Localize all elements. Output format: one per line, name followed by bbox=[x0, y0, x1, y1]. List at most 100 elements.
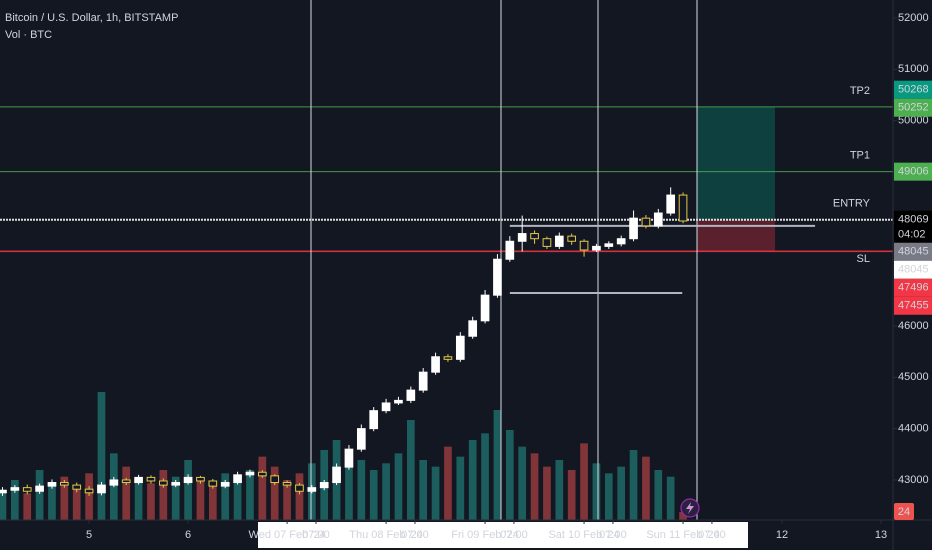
chart-subtitle: Vol · BTC bbox=[5, 29, 52, 41]
volume-bar bbox=[431, 466, 440, 520]
price-tag-label: 50252 bbox=[898, 102, 929, 114]
candle-body bbox=[0, 489, 7, 494]
volume-bar bbox=[184, 460, 192, 520]
volume-bar bbox=[419, 460, 428, 520]
take-profit-zone bbox=[697, 106, 776, 220]
volume-bar bbox=[456, 456, 465, 520]
volume-bar bbox=[666, 476, 675, 520]
candle-body bbox=[542, 238, 552, 247]
candle-body bbox=[47, 482, 57, 487]
volume-bar bbox=[345, 453, 353, 520]
x-tick-label: 12 bbox=[776, 529, 788, 541]
candle-body bbox=[270, 475, 280, 484]
volume-bar bbox=[35, 470, 44, 520]
candle-body bbox=[604, 243, 614, 247]
candle-body bbox=[344, 448, 354, 468]
candle-body bbox=[319, 482, 329, 489]
volume-bar bbox=[543, 466, 551, 520]
volume-bar bbox=[642, 456, 650, 520]
candle-body bbox=[72, 484, 82, 490]
x-tick-label: 13 bbox=[875, 529, 887, 541]
candle-body bbox=[332, 466, 341, 484]
volume-bar bbox=[134, 480, 143, 520]
y-tick-label: 43000 bbox=[898, 474, 929, 486]
volume-bar bbox=[468, 440, 477, 520]
volume-bar bbox=[85, 473, 93, 520]
volume-bar bbox=[530, 453, 539, 520]
volume-bar bbox=[481, 433, 489, 520]
candle-body bbox=[641, 217, 651, 227]
candle-body bbox=[245, 471, 255, 476]
y-tick-label: 46000 bbox=[898, 320, 929, 332]
volume-bar bbox=[394, 453, 403, 520]
volume-bar bbox=[654, 470, 663, 520]
candle-body bbox=[653, 212, 663, 227]
volume-bar bbox=[567, 470, 576, 520]
candle-body bbox=[468, 320, 478, 337]
y-tick-label: 52000 bbox=[898, 12, 929, 24]
candle-body bbox=[629, 217, 638, 240]
volume-tag-label: 24 bbox=[898, 506, 910, 518]
candle-body bbox=[183, 476, 193, 484]
volume-bar bbox=[60, 476, 69, 520]
volume-bar bbox=[555, 460, 564, 520]
y-tick-label: 45000 bbox=[898, 371, 929, 383]
candle-body bbox=[10, 487, 20, 491]
y-tick-label: 51000 bbox=[898, 63, 929, 75]
price-tag-label: 48045 bbox=[898, 246, 929, 258]
candle-body bbox=[530, 233, 539, 240]
x-tick-label: 6 bbox=[185, 529, 191, 541]
volume-bar bbox=[629, 450, 638, 520]
x-tick-label: Wed 07 Feb '24 bbox=[249, 529, 326, 541]
x-tick-label: 07:00 bbox=[500, 529, 528, 541]
tp1-label: TP1 bbox=[850, 150, 870, 162]
price-tag bbox=[894, 278, 932, 297]
entry-label: ENTRY bbox=[833, 198, 871, 210]
candle-body bbox=[356, 428, 366, 450]
candle-body bbox=[418, 371, 428, 391]
volume-bar bbox=[171, 476, 180, 520]
candle-body bbox=[678, 194, 688, 222]
volume-bar bbox=[493, 410, 502, 520]
stop-loss-zone bbox=[697, 219, 776, 252]
price-tag bbox=[894, 98, 932, 117]
volume-bar bbox=[97, 392, 106, 520]
x-tick-label: 07:00 bbox=[599, 529, 627, 541]
x-tick-label: 5 bbox=[86, 529, 92, 541]
price-tag-label: 49006 bbox=[898, 166, 929, 178]
volume-layer bbox=[0, 392, 687, 520]
candle-body bbox=[307, 487, 317, 492]
chart-title: Bitcoin / U.S. Dollar, 1h, BITSTAMP bbox=[5, 12, 178, 24]
candle-body bbox=[493, 258, 502, 296]
candle-body bbox=[121, 479, 131, 484]
x-tick-label: 07:00 bbox=[698, 529, 726, 541]
candle-body bbox=[443, 356, 453, 360]
candle-body bbox=[134, 476, 143, 484]
candle-body bbox=[666, 194, 676, 214]
volume-tag bbox=[894, 503, 914, 520]
volume-bar bbox=[406, 420, 415, 520]
candle-body bbox=[22, 487, 32, 492]
y-tick-label: 50000 bbox=[898, 115, 929, 127]
candle-body bbox=[233, 474, 242, 484]
candle-body bbox=[282, 482, 292, 486]
volume-bar bbox=[147, 483, 155, 520]
volume-bar bbox=[159, 470, 168, 520]
candle-body bbox=[517, 233, 527, 242]
volume-bar bbox=[295, 473, 304, 520]
price-tag bbox=[894, 210, 932, 243]
candle-body bbox=[381, 402, 391, 412]
volume-bar bbox=[258, 456, 267, 520]
event-icon-bolt bbox=[686, 502, 694, 514]
x-tick-label: Thu 08 Feb '24 bbox=[349, 529, 423, 541]
volume-bar bbox=[270, 466, 279, 520]
candle-body bbox=[109, 479, 119, 486]
volume-bar bbox=[283, 480, 291, 520]
price-tag bbox=[894, 80, 932, 99]
volume-bar bbox=[246, 470, 254, 520]
volume-bar bbox=[369, 470, 378, 520]
x-tick-label: Fri 09 Feb '24 bbox=[451, 529, 519, 541]
